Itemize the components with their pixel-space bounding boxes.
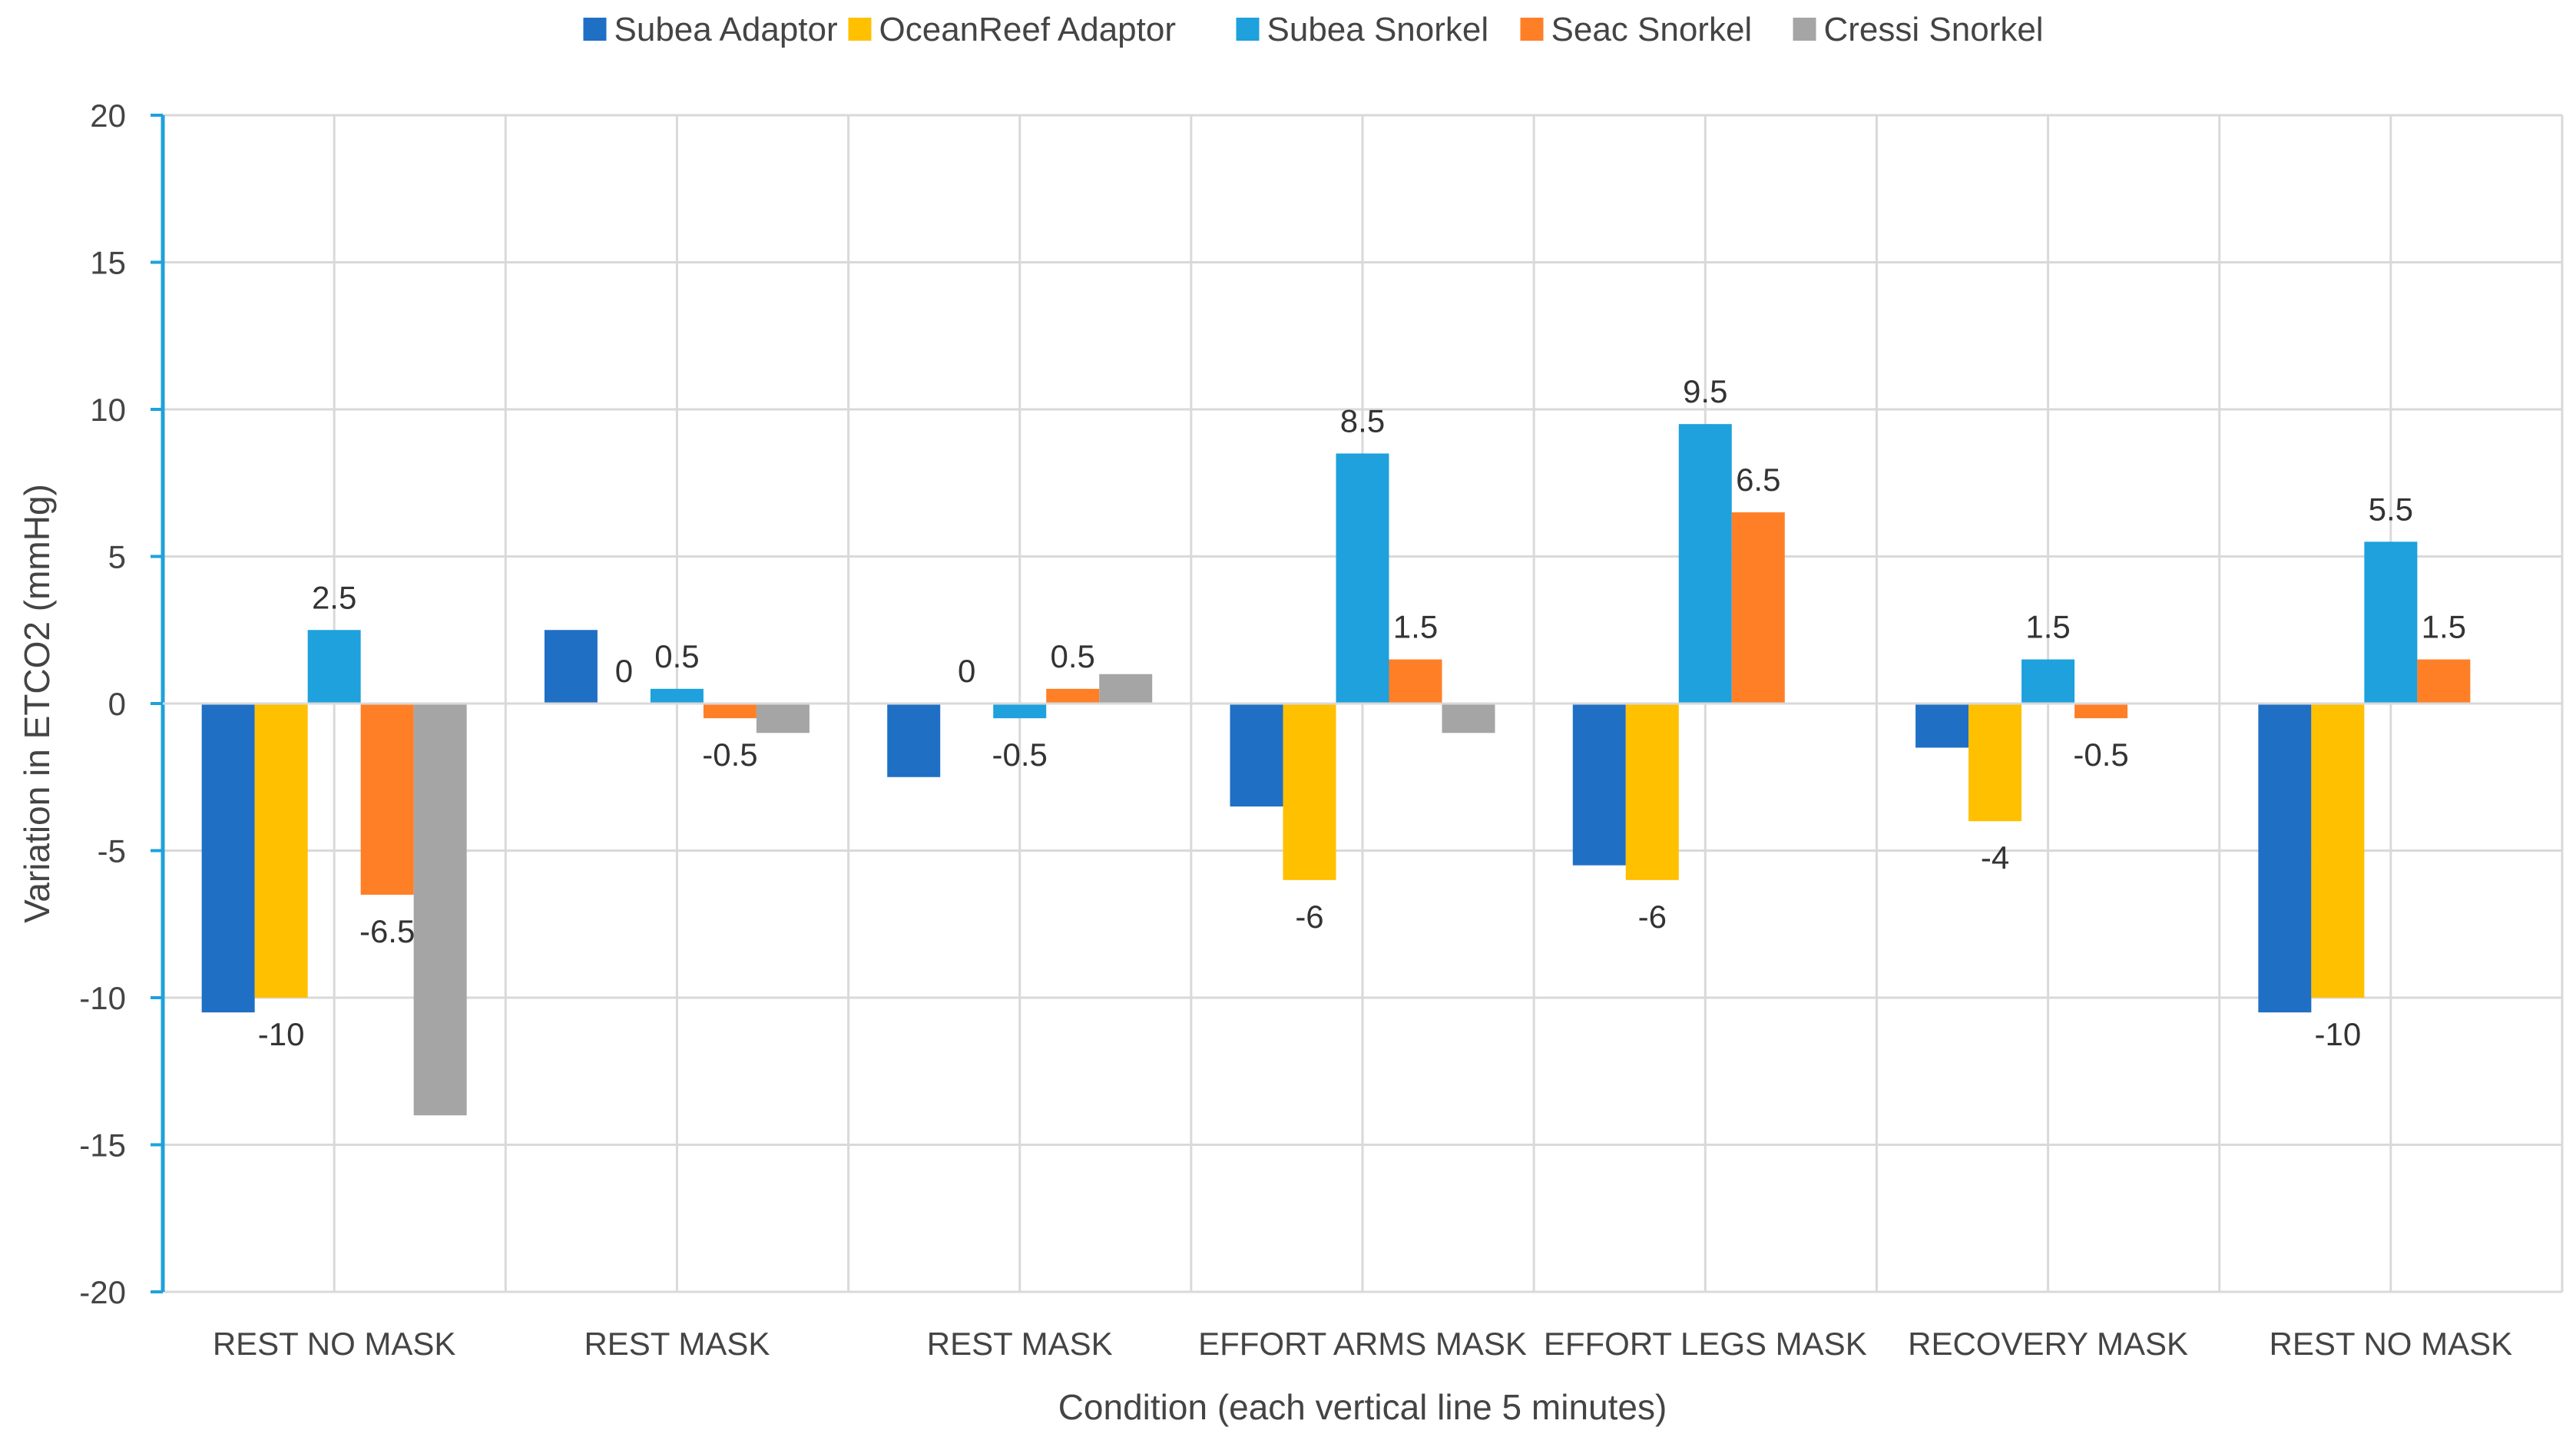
data-label: -0.5 xyxy=(702,737,757,773)
data-label: 0 xyxy=(615,653,633,689)
legend-swatch xyxy=(1236,18,1260,41)
bar xyxy=(756,704,810,733)
legend-item: Cressi Snorkel xyxy=(1793,11,2044,48)
y-tick-label: -5 xyxy=(98,833,126,869)
data-label: -6.5 xyxy=(359,913,415,949)
bar xyxy=(2311,704,2365,998)
data-label: -6 xyxy=(1638,899,1667,935)
legend-swatch xyxy=(848,18,872,41)
legend-item: Seac Snorkel xyxy=(1520,11,1753,48)
legend-label: OceanReef Adaptor xyxy=(879,11,1176,48)
legend-item: Subea Adaptor xyxy=(583,11,838,48)
bar xyxy=(1442,704,1495,733)
legend-item: Subea Snorkel xyxy=(1236,11,1489,48)
x-category-label: REST NO MASK xyxy=(2270,1326,2513,1362)
legend-label: Cressi Snorkel xyxy=(1824,11,2044,48)
data-label: 1.5 xyxy=(2422,609,2466,645)
legend-label: Subea Adaptor xyxy=(614,11,838,48)
bar xyxy=(1731,512,1785,704)
bar xyxy=(1389,659,1442,704)
y-tick-label: -15 xyxy=(79,1127,126,1164)
bar xyxy=(1046,688,1100,704)
x-category-label: REST MASK xyxy=(584,1326,770,1362)
bar xyxy=(1336,453,1389,704)
data-label: -10 xyxy=(2315,1016,2362,1052)
data-label: 8.5 xyxy=(1340,402,1385,439)
tick-labels: 20 15 10 5 0 -5 -10 -15 -20 REST NO MASK REST MASK… xyxy=(79,98,2512,1362)
data-label: 0.5 xyxy=(654,638,699,674)
bar xyxy=(360,704,414,895)
bar xyxy=(1099,674,1153,704)
bar xyxy=(1968,704,2022,822)
y-axis-title: Variation in ETCO2 (mmHg) xyxy=(17,484,57,923)
data-label: 5.5 xyxy=(2369,491,2413,527)
x-category-label: EFFORT ARMS MASK xyxy=(1198,1326,1527,1362)
data-label: 0.5 xyxy=(1051,638,1095,674)
data-label: 1.5 xyxy=(2025,609,2070,645)
data-label: -6 xyxy=(1295,899,1323,935)
y-tick-label: 5 xyxy=(108,539,126,575)
bar xyxy=(2258,704,2312,1013)
bar xyxy=(544,630,598,704)
legend-swatch xyxy=(1793,18,1816,41)
bar xyxy=(413,704,467,1116)
legend-item: OceanReef Adaptor xyxy=(848,11,1176,48)
bar xyxy=(887,704,941,777)
y-tick-label: 20 xyxy=(90,98,126,134)
x-category-label: RECOVERY MASK xyxy=(1908,1326,2188,1362)
data-label: -0.5 xyxy=(992,737,1048,773)
bar xyxy=(2417,659,2471,704)
bar xyxy=(1283,704,1336,880)
data-label: -0.5 xyxy=(2073,737,2128,773)
data-label: 0 xyxy=(958,653,975,689)
bar xyxy=(650,688,704,704)
bar xyxy=(201,704,255,1013)
bar xyxy=(2074,704,2128,719)
bar xyxy=(1915,704,1969,748)
data-label: -10 xyxy=(258,1016,305,1052)
axes xyxy=(151,114,2562,1293)
legend-swatch xyxy=(583,18,607,41)
bar xyxy=(254,704,308,998)
y-tick-label: -20 xyxy=(79,1274,126,1310)
data-label: 2.5 xyxy=(312,579,356,615)
data-label: -4 xyxy=(1981,839,2009,876)
legend-label: Seac Snorkel xyxy=(1551,11,1753,48)
bar xyxy=(993,704,1047,719)
bars xyxy=(201,424,2471,1116)
data-label: 1.5 xyxy=(1393,609,1438,645)
y-tick-label: 0 xyxy=(108,686,126,722)
x-axis-title: Condition (each vertical line 5 minutes) xyxy=(1058,1387,1667,1427)
y-tick-label: 10 xyxy=(90,392,126,428)
bar xyxy=(307,630,361,704)
bar xyxy=(703,704,757,719)
legend-label: Subea Snorkel xyxy=(1267,11,1489,48)
y-tick-label: 15 xyxy=(90,245,126,281)
bar xyxy=(1625,704,1679,880)
legend-swatch xyxy=(1520,18,1544,41)
bar xyxy=(1230,704,1283,807)
data-label: 6.5 xyxy=(1736,462,1780,498)
x-category-label: REST MASK xyxy=(927,1326,1113,1362)
bar xyxy=(2021,659,2075,704)
y-tick-label: -10 xyxy=(79,980,126,1016)
data-labels: -10 2.5 -6.5 0 0.5 -0.5 0 -0.5 0.5 -6 8.5 1.5 -6 9.5 6… xyxy=(258,373,2466,1052)
bar xyxy=(1678,424,1732,704)
data-label: 9.5 xyxy=(1683,373,1727,409)
x-category-label: EFFORT LEGS MASK xyxy=(1544,1326,1867,1362)
x-category-label: REST NO MASK xyxy=(213,1326,456,1362)
bar xyxy=(1572,704,1626,866)
legend: Subea Adaptor OceanReef Adaptor Subea Snor… xyxy=(583,11,2044,48)
bar xyxy=(2364,541,2418,704)
